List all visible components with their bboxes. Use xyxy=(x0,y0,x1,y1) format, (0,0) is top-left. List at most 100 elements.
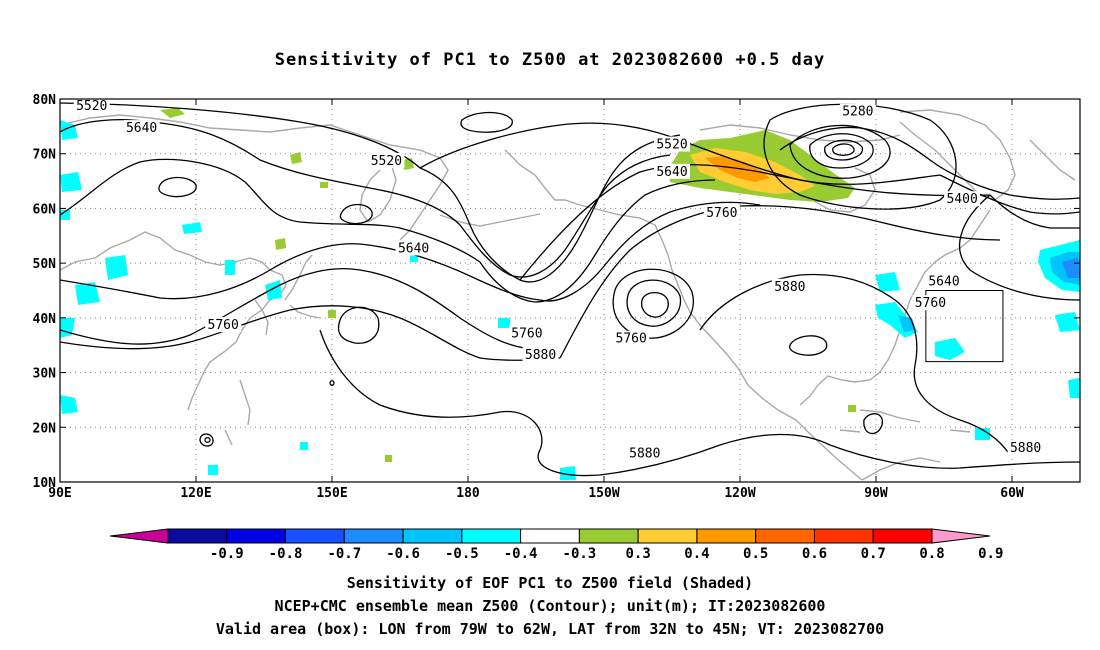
contour-small-loop-c xyxy=(329,380,335,386)
contour-low-pacific-2 xyxy=(626,279,682,327)
contour-5760-b xyxy=(60,268,541,351)
contour-ridge-2 xyxy=(459,154,671,278)
coastline-kamchatka xyxy=(359,159,397,223)
contour-low-pacific-1 xyxy=(612,268,695,339)
contour-label: 5880 xyxy=(1010,441,1041,456)
colorbar-label: 0.7 xyxy=(861,546,886,562)
map-title: Sensitivity of PC1 to Z500 at 2023082600… xyxy=(274,50,826,70)
colorbar-label: 0.4 xyxy=(684,546,709,562)
contour-high-bering xyxy=(460,111,513,133)
contour-label-bg xyxy=(626,445,663,461)
contour-5640-east xyxy=(989,194,1080,229)
coastline-alaska xyxy=(504,149,673,271)
caption-contour: NCEP+CMC ensemble mean Z500 (Contour); u… xyxy=(274,597,826,615)
contour-label: 5760 xyxy=(706,206,737,221)
contour-label-bg xyxy=(508,325,545,341)
contour-label-bg xyxy=(944,191,981,207)
contour-label-bg xyxy=(654,136,690,152)
lon-label: 60W xyxy=(1000,486,1024,501)
coastline-central-america xyxy=(795,419,863,481)
lon-label: 90E xyxy=(48,486,71,501)
lon-label: 150W xyxy=(588,486,619,501)
contour-5640-west xyxy=(60,119,461,226)
colorbar-label: 0.5 xyxy=(743,546,768,562)
colorbar-swatch xyxy=(637,528,698,544)
latitude-axis: 80N 70N 60N 50N 40N 30N 20N 10N xyxy=(33,93,1080,491)
contour-label: 5760 xyxy=(511,326,542,341)
contour-label: 5520 xyxy=(371,154,402,169)
coastline-south-america xyxy=(861,457,941,481)
colorbar-label: 0.9 xyxy=(978,546,1003,562)
contour-label: 5640 xyxy=(126,121,157,136)
contour-low-greenland-2 xyxy=(809,133,874,169)
colorbar-swatch xyxy=(755,528,815,544)
contour-label-bg xyxy=(73,99,110,114)
colorbar-label: -0.4 xyxy=(504,546,538,562)
colorbar-swatch xyxy=(872,528,933,544)
coastline-caribbean xyxy=(839,409,971,433)
plot-area: 5520 5640 5520 5640 5760 5760 5880 5520 5640 5760… xyxy=(33,93,1081,501)
contour-label: 5640 xyxy=(656,165,687,180)
plot-frame xyxy=(59,98,1081,483)
contour-label-bg xyxy=(703,204,740,220)
contour-5880-pacific xyxy=(60,305,561,361)
contour-5880-south-east xyxy=(829,444,1080,469)
colorbar-label: -0.8 xyxy=(269,546,303,562)
contour-label: 5760 xyxy=(915,296,946,311)
colorbar-swatch xyxy=(285,528,345,544)
lon-label: 180 xyxy=(456,486,480,501)
contour-label-bg xyxy=(1007,440,1044,456)
longitude-axis: 90E 120E 150E 180 150W 120W 90W 60W xyxy=(48,99,1024,501)
contour-small-loop-west-b xyxy=(204,437,211,443)
coastline-korea-japan xyxy=(254,254,321,336)
lat-label: 80N xyxy=(33,93,57,108)
lon-label: 120W xyxy=(724,486,755,501)
contour-east-coast xyxy=(959,194,1080,301)
contour-low-greenland-1 xyxy=(789,124,891,179)
contour-5520-east xyxy=(939,174,1080,215)
contour-5880-south xyxy=(319,329,831,477)
colorbar-low-arrow xyxy=(109,528,169,544)
coastline-siberia xyxy=(60,114,449,241)
contour-label-bg xyxy=(926,273,962,289)
contour-label: 5640 xyxy=(928,274,959,289)
colorbar-high-arrow xyxy=(931,528,991,544)
contour-labels: 5520 5640 5520 5640 5760 5760 5880 5520 5640 5760… xyxy=(73,99,1044,462)
colorbar-label: 0.3 xyxy=(626,546,651,562)
contour-label-bg xyxy=(123,120,160,136)
colorbar-label: -0.9 xyxy=(210,546,244,562)
contour-label-bg xyxy=(839,103,876,119)
colorbar-label: 0.8 xyxy=(919,546,944,562)
contour-label-bg xyxy=(613,330,650,346)
contour-low-pacific-3 xyxy=(640,291,669,318)
colorbar-swatch xyxy=(402,528,463,544)
coastline-philippines xyxy=(224,379,251,446)
colorbar-swatch xyxy=(813,528,874,544)
contour-label-bg xyxy=(522,347,559,363)
contour-label-bg xyxy=(368,152,405,168)
colorbar-swatch xyxy=(343,528,404,544)
colorbar-swatch xyxy=(167,528,228,544)
contour-5520-west xyxy=(60,102,421,169)
colorbar: -0.9 -0.8 -0.7 -0.6 -0.5 -0.4 -0.3 0.3 0.4 0.5 0.6… xyxy=(109,528,1003,562)
coastline-europe xyxy=(1029,139,1076,181)
lat-label: 30N xyxy=(33,367,57,382)
coastline-na-west xyxy=(671,269,797,421)
contour-ridge-3 xyxy=(479,179,716,303)
lat-label: 20N xyxy=(33,421,57,436)
contour-label-bg xyxy=(395,240,432,256)
caption-shading: Sensitivity of EOF PC1 to Z500 field (Sh… xyxy=(346,574,754,592)
lat-label: 10N xyxy=(33,476,57,491)
sensitivity-shading xyxy=(60,108,1080,480)
contour-ridge-1 xyxy=(419,134,681,283)
lat-label: 40N xyxy=(33,312,57,327)
valid-area-box xyxy=(925,290,1004,363)
contour-label-bg xyxy=(771,278,808,294)
map-layers: 5520 5640 5520 5640 5760 5760 5880 5520 5640 5760… xyxy=(60,99,1080,482)
colorbar-label: -0.3 xyxy=(563,546,597,562)
contour-label: 5520 xyxy=(656,138,687,153)
contour-5640-b xyxy=(60,158,481,263)
contour-label-bg xyxy=(912,295,949,311)
colorbar-label: -0.7 xyxy=(327,546,361,562)
